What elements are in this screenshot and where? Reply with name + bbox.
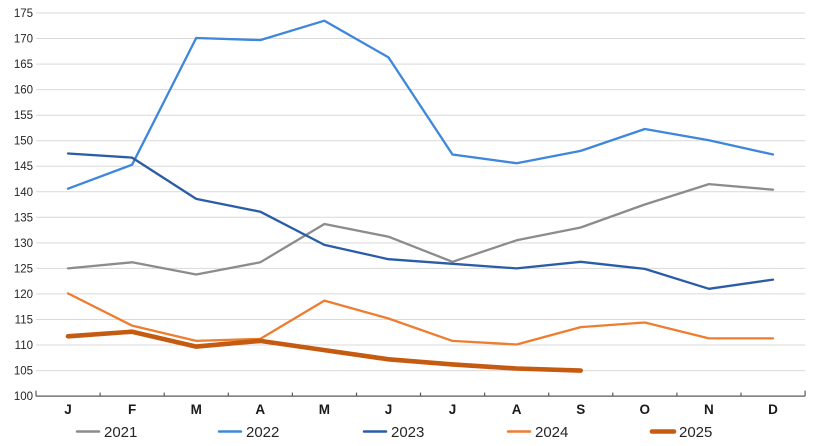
legend-label-2021: 2021 [104, 424, 137, 441]
gridlines [36, 12, 806, 372]
legend-item-2022[interactable]: 2022 [217, 424, 279, 441]
y-tick-label-110: 110 [15, 340, 33, 352]
legend-item-2021[interactable]: 2021 [75, 424, 137, 441]
x-month-label-12: D [768, 402, 778, 417]
y-tick-label-160: 160 [14, 85, 33, 97]
series-line-2022[interactable] [66, 19, 775, 190]
y-tick-label-120: 120 [14, 289, 33, 301]
x-month-label-10: O [640, 402, 651, 417]
y-tick-label-155: 155 [14, 110, 33, 122]
legend-item-2024[interactable]: 2024 [506, 424, 568, 441]
series-line-2021[interactable] [66, 182, 775, 276]
y-tick-label-145: 145 [14, 161, 33, 173]
x-month-label-9: S [576, 402, 585, 417]
y-axis-tick-labels: 175 170 165 160 155 150 145 140 135 130 125 120 115 1… [14, 8, 33, 403]
y-tick-label-100: 100 [14, 391, 33, 403]
legend-label-2022: 2022 [246, 424, 279, 441]
y-tick-label-115: 115 [15, 315, 33, 327]
series-line-2025[interactable] [65, 329, 584, 373]
series-line-2024[interactable] [66, 292, 775, 346]
x-month-label-6: J [385, 402, 393, 417]
y-tick-label-140: 140 [14, 187, 33, 199]
series-line-2023[interactable] [66, 152, 775, 290]
y-tick-label-125: 125 [14, 263, 33, 275]
legend: 2021 2022 2023 2024 2025 [75, 424, 712, 441]
x-month-label-3: M [191, 402, 202, 417]
x-month-label-7: J [449, 402, 457, 417]
x-month-label-1: J [64, 402, 72, 417]
legend-label-2024: 2024 [535, 424, 568, 441]
y-tick-label-165: 165 [14, 59, 33, 71]
y-tick-label-130: 130 [14, 238, 33, 250]
legend-item-2023[interactable]: 2023 [362, 424, 424, 441]
legend-item-2025[interactable]: 2025 [649, 424, 712, 441]
x-month-label-5: M [319, 402, 330, 417]
series-lines [65, 19, 775, 373]
x-month-label-11: N [704, 402, 714, 417]
y-tick-label-150: 150 [14, 136, 33, 148]
y-tick-label-135: 135 [14, 212, 33, 224]
legend-label-2025: 2025 [679, 424, 712, 441]
y-tick-label-105: 105 [14, 366, 33, 378]
y-tick-label-170: 170 [14, 34, 33, 46]
x-month-label-2: F [128, 402, 136, 417]
x-month-label-8: A [512, 402, 522, 417]
x-axis-line [35, 390, 806, 397]
x-month-label-4: A [255, 402, 265, 417]
y-tick-label-175: 175 [14, 8, 33, 20]
legend-label-2023: 2023 [391, 424, 424, 441]
